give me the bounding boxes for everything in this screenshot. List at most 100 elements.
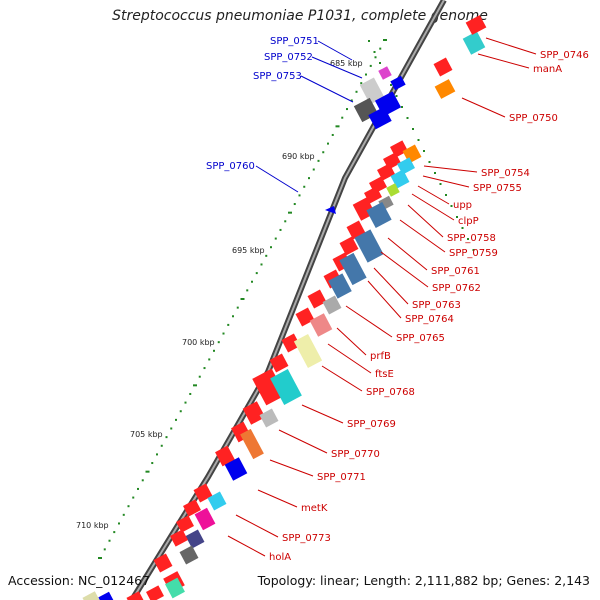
tick-mark bbox=[141, 479, 144, 482]
tick-label-685: 685 kbp bbox=[330, 59, 363, 68]
tick-mark bbox=[98, 557, 102, 559]
tick-mark bbox=[303, 185, 306, 188]
gene-leader-line bbox=[399, 219, 446, 253]
tick-mark bbox=[461, 227, 464, 229]
tick-mark bbox=[308, 177, 310, 180]
gene-label: SPP_0765 bbox=[396, 333, 445, 344]
tick-mark bbox=[284, 220, 287, 223]
tick-mark bbox=[179, 410, 182, 413]
gene-leader-line bbox=[257, 489, 298, 508]
gene-feature bbox=[183, 499, 201, 517]
tick-mark bbox=[208, 358, 211, 361]
tick-mark bbox=[198, 375, 201, 378]
tick-mark bbox=[156, 453, 158, 456]
gene-label: SPP_0762 bbox=[432, 283, 481, 294]
tick-mark bbox=[132, 496, 135, 499]
gene-feature bbox=[465, 15, 487, 35]
gene-feature bbox=[270, 369, 302, 405]
reverse-gene-labels: SPP_0751 SPP_0752 SPP_0753 SPP_0760 bbox=[206, 36, 363, 193]
tick-mark bbox=[445, 194, 447, 196]
gene-label: SPP_0764 bbox=[405, 314, 454, 325]
gene-leader-line bbox=[407, 204, 444, 238]
gene-feature bbox=[176, 515, 194, 533]
gene-feature bbox=[293, 334, 323, 368]
tick-mark bbox=[265, 254, 268, 257]
gene-feature bbox=[98, 591, 114, 600]
tick-label-705: 705 kbp bbox=[130, 430, 163, 439]
gene-feature bbox=[386, 183, 400, 197]
tick-mark bbox=[350, 99, 353, 102]
tick-mark bbox=[251, 280, 253, 283]
tick-mark bbox=[341, 116, 344, 119]
genome-backbone bbox=[129, 0, 447, 600]
gene-feature bbox=[462, 31, 486, 55]
tick-mark bbox=[360, 82, 363, 85]
gene-feature bbox=[193, 483, 213, 503]
tick-mark bbox=[203, 367, 206, 370]
gene-leader-line bbox=[311, 56, 363, 79]
tick-mark bbox=[236, 306, 239, 309]
gene-feature bbox=[215, 445, 235, 467]
gene-feature bbox=[240, 428, 264, 460]
tick-mark bbox=[122, 513, 125, 516]
gene-leader-line bbox=[255, 165, 299, 193]
tick-mark bbox=[293, 203, 296, 206]
gene-leader-line bbox=[477, 53, 530, 69]
gene-label: SPP_0753 bbox=[253, 71, 302, 82]
gene-leader-line bbox=[300, 75, 354, 103]
gene-label: SPP_0752 bbox=[264, 52, 313, 63]
tick-mark bbox=[401, 106, 403, 108]
tick-mark bbox=[108, 539, 111, 542]
gene-feature bbox=[185, 529, 205, 549]
gene-feature bbox=[153, 553, 173, 573]
gene-label: manA bbox=[533, 64, 562, 75]
gene-feature bbox=[434, 79, 456, 99]
gene-feature bbox=[328, 273, 352, 299]
gene-leader-line bbox=[422, 175, 470, 188]
gene-feature bbox=[269, 353, 289, 373]
gene-leader-line bbox=[336, 327, 367, 356]
gene-feature bbox=[322, 295, 342, 315]
gene-feature bbox=[354, 229, 384, 263]
gene-feature bbox=[295, 307, 315, 327]
gene-leader-line bbox=[461, 97, 506, 118]
tick-mark bbox=[227, 323, 230, 326]
tick-mark bbox=[160, 444, 163, 447]
tick-mark bbox=[369, 64, 372, 67]
gene-label: clpP bbox=[458, 216, 479, 227]
tick-mark bbox=[467, 238, 469, 240]
gene-label: SPP_0760 bbox=[206, 161, 255, 172]
tick-mark bbox=[365, 73, 367, 76]
tick-mark bbox=[395, 95, 398, 97]
gene-feature bbox=[281, 333, 301, 353]
gene-feature bbox=[377, 163, 395, 181]
gene-label: holA bbox=[269, 552, 291, 563]
gene-label: SPP_0750 bbox=[509, 113, 558, 124]
tick-mark bbox=[317, 159, 320, 162]
tick-mark bbox=[373, 51, 376, 53]
tick-mark bbox=[170, 427, 173, 430]
tick-mark bbox=[450, 205, 453, 207]
tick-mark bbox=[434, 172, 436, 174]
gene-label: SPP_0746 bbox=[540, 50, 589, 61]
tick-mark bbox=[103, 548, 106, 551]
tick-mark bbox=[472, 249, 475, 251]
gene-leader-line bbox=[367, 280, 402, 319]
gene-feature bbox=[242, 401, 266, 425]
tick-mark bbox=[327, 142, 329, 145]
gene-feature bbox=[339, 236, 359, 256]
gene-label: SPP_0758 bbox=[447, 233, 496, 244]
tick-mark bbox=[274, 237, 277, 240]
gene-feature bbox=[224, 457, 248, 481]
tick-mark bbox=[260, 263, 263, 266]
gene-leader-line bbox=[235, 514, 279, 538]
tick-mark bbox=[213, 349, 215, 352]
gene-feature bbox=[307, 289, 327, 309]
gene-label: SPP_0768 bbox=[366, 387, 415, 398]
tick-mark bbox=[298, 194, 301, 197]
tick-mark bbox=[113, 531, 116, 534]
gene-leader-line bbox=[485, 37, 537, 55]
tick-mark bbox=[151, 462, 154, 465]
tick-mark bbox=[222, 332, 225, 335]
